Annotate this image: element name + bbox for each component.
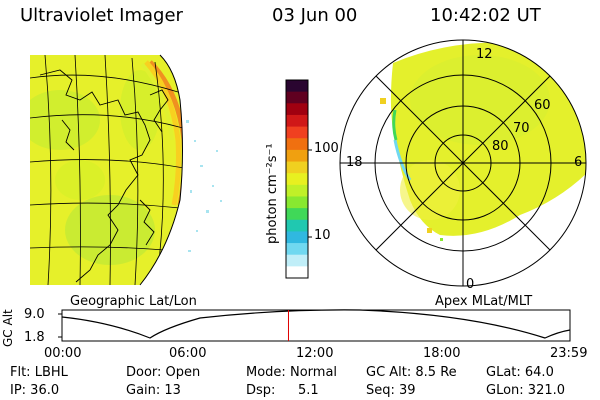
colorbar-band bbox=[286, 231, 308, 244]
ip-info: IP: 36.0 bbox=[10, 383, 60, 398]
date-label: 03 Jun 00 bbox=[272, 5, 358, 26]
altitude-xtick-4: 23:59 bbox=[550, 346, 588, 361]
geographic-map bbox=[30, 54, 222, 286]
altitude-xtick-2: 12:00 bbox=[296, 346, 334, 361]
mode-value: Normal bbox=[290, 365, 338, 380]
colorbar-frame bbox=[285, 79, 309, 279]
geographic-panel-label: Geographic Lat/Lon bbox=[70, 294, 197, 309]
time-label: 10:42:02 UT bbox=[430, 5, 541, 26]
mlt-label-18: 18 bbox=[346, 155, 363, 170]
dsp-value: 5.1 bbox=[298, 383, 319, 398]
gc-alt-info: GC Alt: 8.5 Re bbox=[366, 365, 457, 380]
colorbar-band bbox=[286, 161, 308, 174]
filter-info: Flt: LBHL bbox=[10, 365, 68, 380]
glat-info: GLat: 64.0 bbox=[486, 365, 554, 380]
gain-info: Gain: 13 bbox=[126, 383, 181, 398]
colorbar-unit-label: photon cm⁻²s⁻¹ bbox=[265, 143, 280, 244]
mlt-label-6: 6 bbox=[574, 155, 583, 170]
colorbar-tick-100: 100 bbox=[314, 141, 339, 156]
lat-label-70: 70 bbox=[513, 121, 530, 136]
altitude-xtick-1: 06:00 bbox=[169, 346, 207, 361]
colorbar-band bbox=[286, 103, 308, 116]
altitude-plot bbox=[58, 309, 571, 342]
mlt-label-12: 12 bbox=[476, 47, 493, 62]
colorbar-band bbox=[286, 243, 308, 256]
colorbar-band bbox=[286, 184, 308, 197]
colorbar-band bbox=[286, 149, 308, 163]
colorbar-tick-10: 10 bbox=[314, 228, 331, 243]
colorbar-band bbox=[286, 208, 308, 221]
colorbar-band bbox=[286, 80, 308, 93]
mode-label: Mode: bbox=[246, 365, 286, 380]
dsp-label: Dsp: bbox=[246, 383, 276, 398]
lat-label-60: 60 bbox=[534, 98, 551, 113]
colorbar-band bbox=[286, 254, 308, 267]
sequence-info: Seq: 39 bbox=[366, 383, 416, 398]
instrument-title: Ultraviolet Imager bbox=[20, 5, 183, 26]
glon-info: GLon: 321.0 bbox=[486, 383, 566, 398]
colorbar-band bbox=[286, 219, 308, 232]
polar-plot bbox=[339, 39, 587, 287]
colorbar-band bbox=[286, 114, 308, 128]
colorbar-band bbox=[286, 126, 308, 139]
altitude-xtick-3: 18:00 bbox=[423, 346, 461, 361]
door-info: Door: Open bbox=[126, 365, 201, 380]
colorbar-band bbox=[286, 266, 308, 279]
lat-label-80: 80 bbox=[492, 139, 509, 154]
colorbar-band bbox=[286, 173, 308, 186]
mlt-label-0: 0 bbox=[466, 277, 475, 292]
altitude-xtick-0: 00:00 bbox=[44, 346, 82, 361]
altitude-curve bbox=[61, 309, 571, 339]
altitude-ylabel: GC Alt bbox=[1, 309, 15, 347]
colorbar-band bbox=[286, 138, 308, 151]
altitude-ytick-max: 9.0 bbox=[24, 307, 45, 322]
colorbar-band bbox=[286, 196, 308, 209]
colorbar-band bbox=[286, 91, 308, 104]
colorbar bbox=[285, 79, 312, 279]
polar-panel-label: Apex MLat/MLT bbox=[435, 294, 533, 309]
altitude-ytick-min: 1.8 bbox=[24, 330, 45, 345]
